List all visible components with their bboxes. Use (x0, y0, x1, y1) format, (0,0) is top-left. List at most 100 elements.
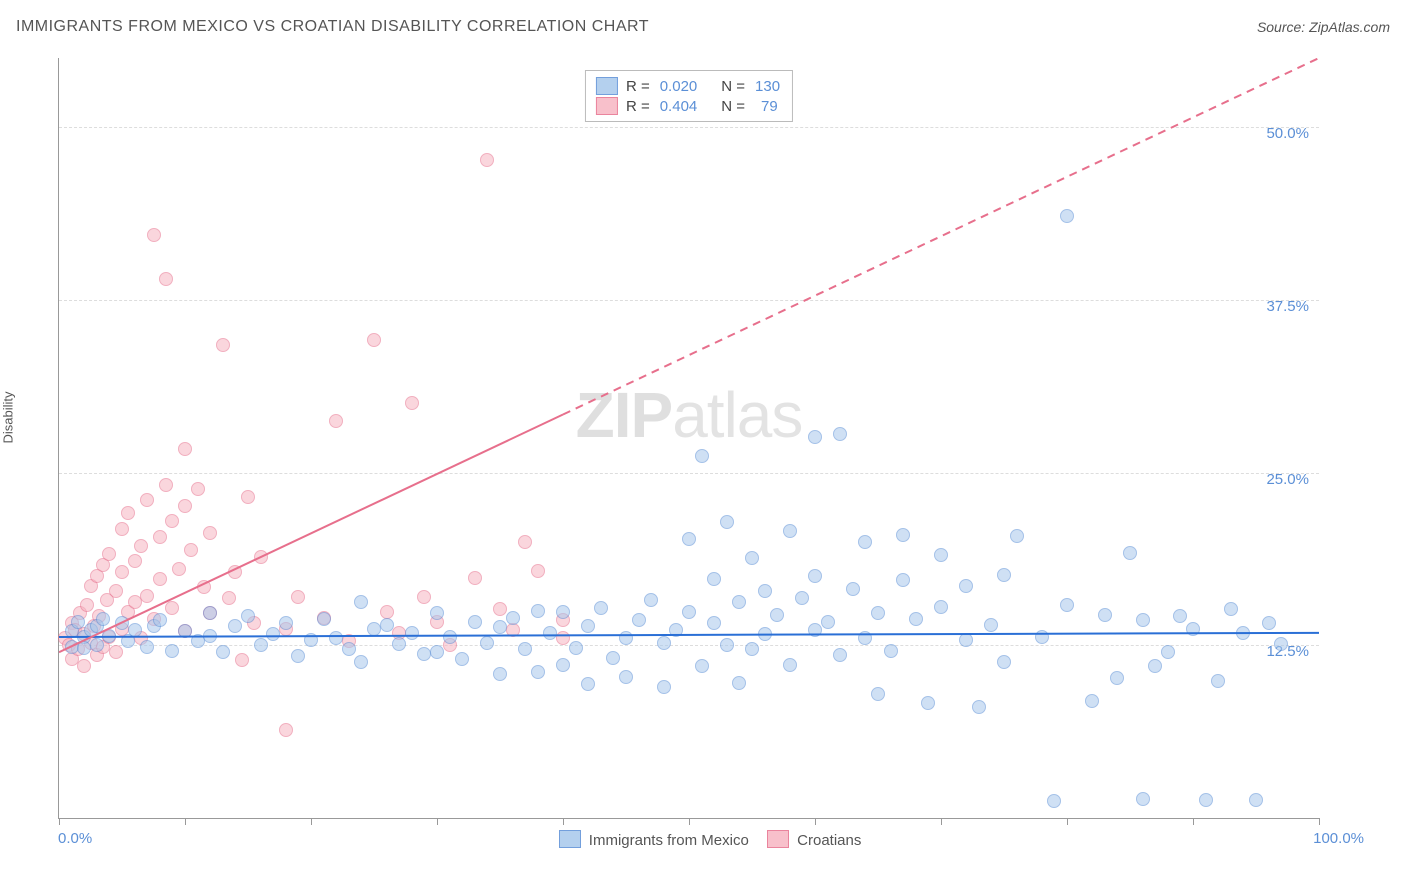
watermark-zip: ZIP (576, 379, 673, 451)
mexico-point (140, 640, 154, 654)
grid-line (59, 473, 1319, 474)
mexico-point (1110, 671, 1124, 685)
mexico-point (720, 515, 734, 529)
legend-swatch-mexico (559, 830, 581, 848)
croatia-point (191, 482, 205, 496)
mexico-point (203, 629, 217, 643)
mexico-point (1211, 674, 1225, 688)
croatia-point (279, 723, 293, 737)
r-label: R = (626, 78, 650, 95)
croatia-point (216, 338, 230, 352)
legend-swatch-mexico (596, 77, 618, 95)
mexico-point (758, 627, 772, 641)
mexico-point (493, 620, 507, 634)
mexico-point (569, 641, 583, 655)
mexico-point (1085, 694, 1099, 708)
mexico-point (808, 623, 822, 637)
x-tick (437, 818, 438, 825)
croatia-point (147, 228, 161, 242)
mexico-point (619, 631, 633, 645)
chart-source: Source: ZipAtlas.com (1257, 19, 1390, 35)
croatia-point (241, 490, 255, 504)
mexico-point (317, 612, 331, 626)
n-value: 130 (755, 78, 780, 95)
mexico-point (783, 658, 797, 672)
mexico-point (354, 655, 368, 669)
mexico-point (871, 606, 885, 620)
mexico-point (468, 615, 482, 629)
x-tick (1067, 818, 1068, 825)
series-legend: Immigrants from Mexico Croatians (16, 830, 1390, 849)
croatia-point (367, 333, 381, 347)
mexico-point (594, 601, 608, 615)
mexico-point (833, 427, 847, 441)
mexico-point (1098, 608, 1112, 622)
n-label: N = (721, 98, 745, 115)
mexico-point (1161, 645, 1175, 659)
mexico-point (266, 627, 280, 641)
mexico-point (304, 633, 318, 647)
mexico-point (1060, 598, 1074, 612)
mexico-point (128, 623, 142, 637)
mexico-point (783, 524, 797, 538)
mexico-point (997, 655, 1011, 669)
mexico-point (884, 644, 898, 658)
x-tick (59, 818, 60, 825)
mexico-point (1262, 616, 1276, 630)
mexico-point (606, 651, 620, 665)
legend-swatch-croatia (596, 97, 618, 115)
mexico-point (657, 680, 671, 694)
mexico-point (1173, 609, 1187, 623)
mexico-point (71, 615, 85, 629)
mexico-point (644, 593, 658, 607)
croatia-point (121, 506, 135, 520)
x-tick (815, 818, 816, 825)
mexico-point (1186, 622, 1200, 636)
mexico-point (518, 642, 532, 656)
croatia-point (115, 522, 129, 536)
mexico-point (896, 573, 910, 587)
croatia-point (228, 565, 242, 579)
croatia-point (172, 562, 186, 576)
croatia-point (417, 590, 431, 604)
legend-row-croatia: R = 0.404 N = 79 (596, 97, 782, 115)
mexico-point (858, 535, 872, 549)
x-tick (941, 818, 942, 825)
croatia-point (197, 580, 211, 594)
mexico-point (682, 532, 696, 546)
mexico-point (959, 633, 973, 647)
croatia-point (203, 526, 217, 540)
mexico-point (871, 687, 885, 701)
x-tick (1319, 818, 1320, 825)
legend-label-mexico: Immigrants from Mexico (589, 832, 749, 849)
mexico-point (405, 626, 419, 640)
mexico-point (682, 605, 696, 619)
mexico-point (443, 630, 457, 644)
mexico-point (493, 667, 507, 681)
grid-line (59, 127, 1319, 128)
watermark: ZIPatlas (576, 378, 803, 452)
croatia-point (506, 623, 520, 637)
croatia-point (480, 153, 494, 167)
mexico-point (1236, 626, 1250, 640)
mexico-point (669, 623, 683, 637)
x-tick (563, 818, 564, 825)
mexico-point (506, 611, 520, 625)
croatia-point (115, 565, 129, 579)
chart-title: IMMIGRANTS FROM MEXICO VS CROATIAN DISAB… (16, 18, 649, 36)
croatia-point (493, 602, 507, 616)
mexico-point (1136, 792, 1150, 806)
mexico-point (619, 670, 633, 684)
croatia-point (178, 442, 192, 456)
croatia-point (405, 396, 419, 410)
trend-lines (59, 58, 1319, 818)
mexico-point (102, 629, 116, 643)
croatia-point (254, 550, 268, 564)
mexico-point (1199, 793, 1213, 807)
mexico-point (909, 612, 923, 626)
mexico-point (241, 609, 255, 623)
mexico-point (695, 449, 709, 463)
mexico-point (380, 618, 394, 632)
mexico-point (632, 613, 646, 627)
mexico-point (178, 624, 192, 638)
